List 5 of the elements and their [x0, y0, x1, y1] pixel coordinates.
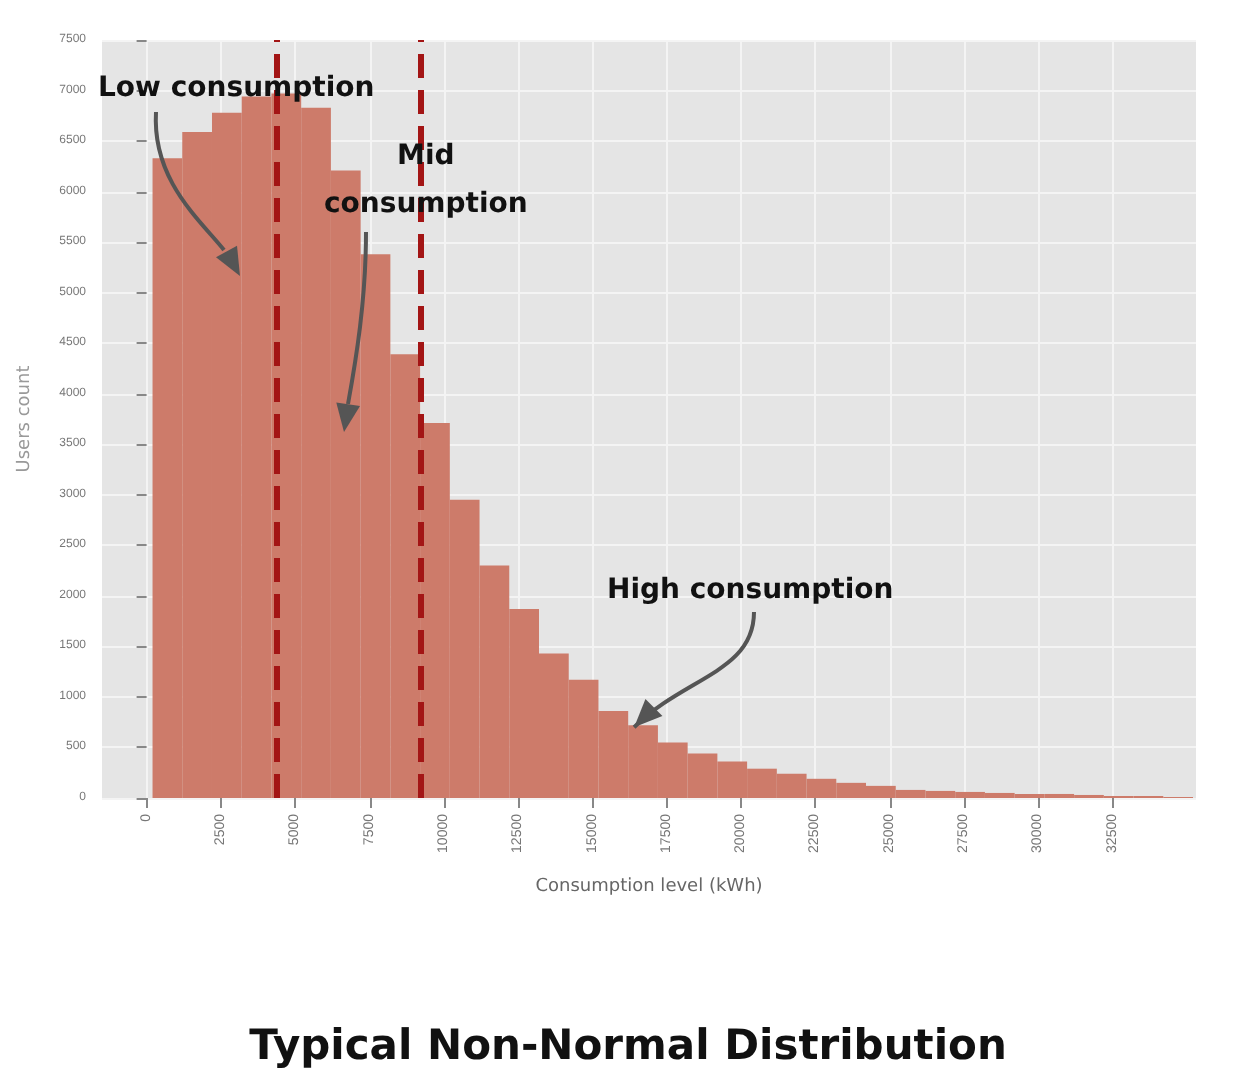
annotation: High consumption: [607, 572, 894, 610]
annotation: Low consumption: [98, 70, 375, 108]
y-axis-title: Users count: [15, 364, 35, 473]
text: Typical Non-Normal Distribution: [249, 1021, 1007, 1069]
x-axis-title: Consumption level (kWh): [535, 877, 763, 897]
